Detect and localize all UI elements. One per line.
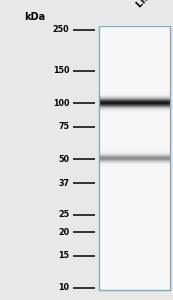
Text: 150: 150	[53, 66, 69, 75]
Text: 37: 37	[58, 178, 69, 188]
Text: 20: 20	[58, 228, 69, 237]
Text: 75: 75	[58, 122, 69, 131]
Text: 250: 250	[53, 26, 69, 34]
Text: 10: 10	[58, 284, 69, 292]
Text: 50: 50	[58, 154, 69, 164]
Text: 100: 100	[53, 99, 69, 108]
FancyBboxPatch shape	[99, 26, 170, 290]
Text: LN CAP: LN CAP	[135, 0, 167, 9]
Text: 15: 15	[58, 251, 69, 260]
Text: kDa: kDa	[24, 11, 45, 22]
Text: 25: 25	[58, 210, 69, 219]
